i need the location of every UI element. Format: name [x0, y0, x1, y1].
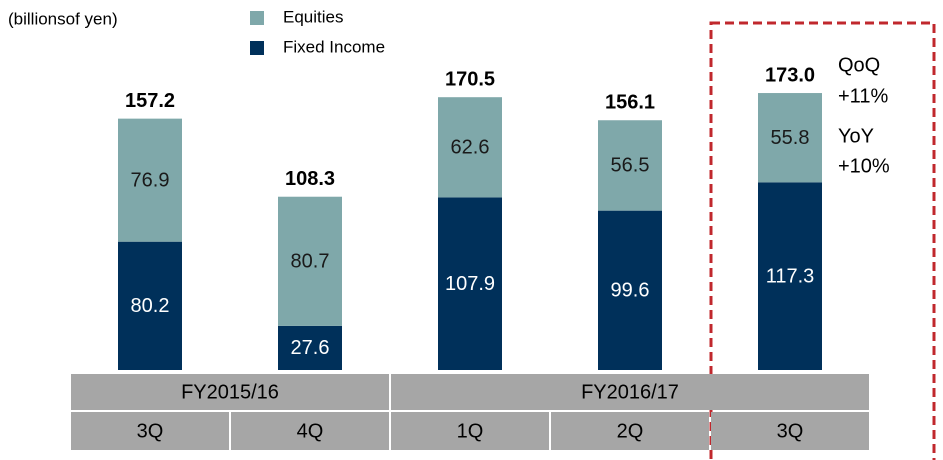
x-tick-label: 2Q	[617, 420, 644, 442]
legend-swatch	[250, 11, 264, 25]
segment-label: 27.6	[291, 337, 330, 359]
total-label: 108.3	[285, 168, 335, 190]
annotation: QoQ	[838, 54, 880, 76]
bar-segment	[118, 241, 182, 370]
total-label: 156.1	[605, 92, 655, 114]
total-label: 157.2	[125, 90, 175, 112]
bar-segment	[118, 118, 182, 242]
x-tick-label: 3Q	[137, 420, 164, 442]
segment-label: 80.2	[131, 295, 170, 317]
bar-segment	[598, 120, 662, 211]
x-tick-label: 1Q	[457, 420, 484, 442]
annotation: +10%	[838, 155, 890, 177]
x-tick-label: 4Q	[297, 420, 324, 442]
bar-segment	[438, 97, 502, 198]
segment-label: 56.5	[611, 155, 650, 177]
bar-segment	[758, 93, 822, 183]
segment-label: 76.9	[131, 169, 170, 191]
bar-segment	[438, 197, 502, 370]
group-cell	[71, 374, 389, 410]
total-label: 173.0	[765, 64, 815, 86]
x-tick-label: 3Q	[777, 420, 804, 442]
bar-segment	[758, 182, 822, 370]
category-cell	[711, 412, 869, 450]
category-cell	[231, 412, 389, 450]
bar-segment	[598, 210, 662, 370]
highlight-box	[709, 21, 936, 460]
segment-label: 62.6	[451, 137, 490, 159]
legend-label: Equities	[283, 7, 343, 26]
group-label: FY2016/17	[581, 381, 679, 403]
group-cell	[391, 374, 869, 410]
category-cell	[71, 412, 229, 450]
segment-label: 99.6	[611, 280, 650, 302]
unit-label: (billionsof yen)	[8, 9, 118, 28]
legend-label: Fixed Income	[283, 37, 385, 56]
category-cell	[391, 412, 549, 450]
bar-segment	[278, 325, 342, 370]
category-cell	[551, 412, 709, 450]
annotation: YoY	[838, 125, 874, 147]
bar-segment	[278, 196, 342, 326]
segment-label: 80.7	[291, 251, 330, 273]
segment-label: 117.3	[766, 265, 815, 287]
total-label: 170.5	[445, 68, 495, 90]
annotation: +11%	[838, 85, 888, 107]
group-label: FY2015/16	[181, 381, 279, 403]
segment-label: 107.9	[445, 273, 495, 295]
legend-swatch	[250, 41, 264, 55]
segment-label: 55.8	[771, 127, 810, 149]
